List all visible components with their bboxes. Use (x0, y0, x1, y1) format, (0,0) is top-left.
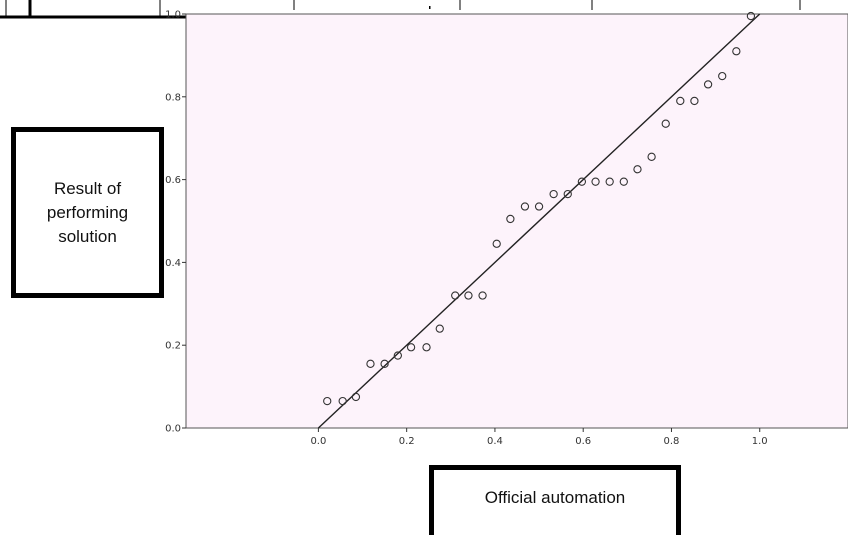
data-point (351, 392, 361, 402)
y-tick-label: 1.0 (165, 10, 181, 21)
plot-area (185, 13, 848, 429)
data-point (451, 291, 460, 300)
data-point (633, 165, 642, 174)
y-tick-label: 0.4 (165, 258, 181, 269)
data-point (619, 177, 628, 186)
data-points (323, 11, 756, 406)
data-point (366, 359, 375, 368)
data-point (506, 214, 515, 224)
data-point (661, 119, 670, 128)
data-point (703, 80, 713, 89)
axes: 0.0 0.2 0.4 0.6 0.8 1.0 0.0 0.2 0.4 0.6 0.8 1.0 (165, 10, 768, 448)
data-point (534, 202, 544, 211)
y-tick-label: 0.8 (165, 92, 181, 103)
data-point (690, 96, 699, 106)
data-point (647, 152, 656, 161)
data-point (422, 343, 431, 352)
table-mark (429, 6, 431, 9)
data-point (520, 202, 530, 211)
y-tick-label: 0.0 (165, 424, 181, 435)
data-point (338, 396, 347, 406)
data-point (435, 324, 444, 333)
data-point (591, 177, 600, 186)
x-tick-label: 0.4 (487, 436, 503, 447)
data-point (380, 359, 389, 368)
data-point (577, 177, 587, 186)
x-axis-label: Official automation (484, 488, 626, 507)
data-point (746, 11, 756, 21)
data-point (732, 47, 741, 56)
y-axis-label: Result of performing solution (46, 178, 129, 246)
y-tick-label: 0.2 (165, 341, 181, 352)
data-point (323, 396, 332, 406)
data-point (492, 239, 501, 248)
x-axis-label-box: Official automation (429, 465, 681, 535)
data-point (549, 189, 558, 199)
x-tick-label: 0.0 (310, 436, 326, 447)
x-tick-label: 0.6 (575, 436, 591, 447)
data-point (718, 71, 727, 81)
data-point (406, 343, 416, 352)
data-point (393, 351, 402, 360)
x-tick-label: 0.2 (399, 436, 415, 447)
data-point (464, 291, 473, 300)
x-tick-label: 1.0 (752, 436, 768, 447)
data-point (478, 291, 487, 300)
y-tick-label: 0.6 (165, 175, 181, 186)
reference-line (317, 13, 761, 429)
x-tick-label: 0.8 (664, 436, 680, 447)
table-top-strip (0, 0, 801, 19)
y-axis-label-box: Result of performing solution (11, 127, 164, 298)
data-point (605, 177, 614, 186)
data-point (563, 189, 572, 199)
data-point (676, 96, 685, 106)
